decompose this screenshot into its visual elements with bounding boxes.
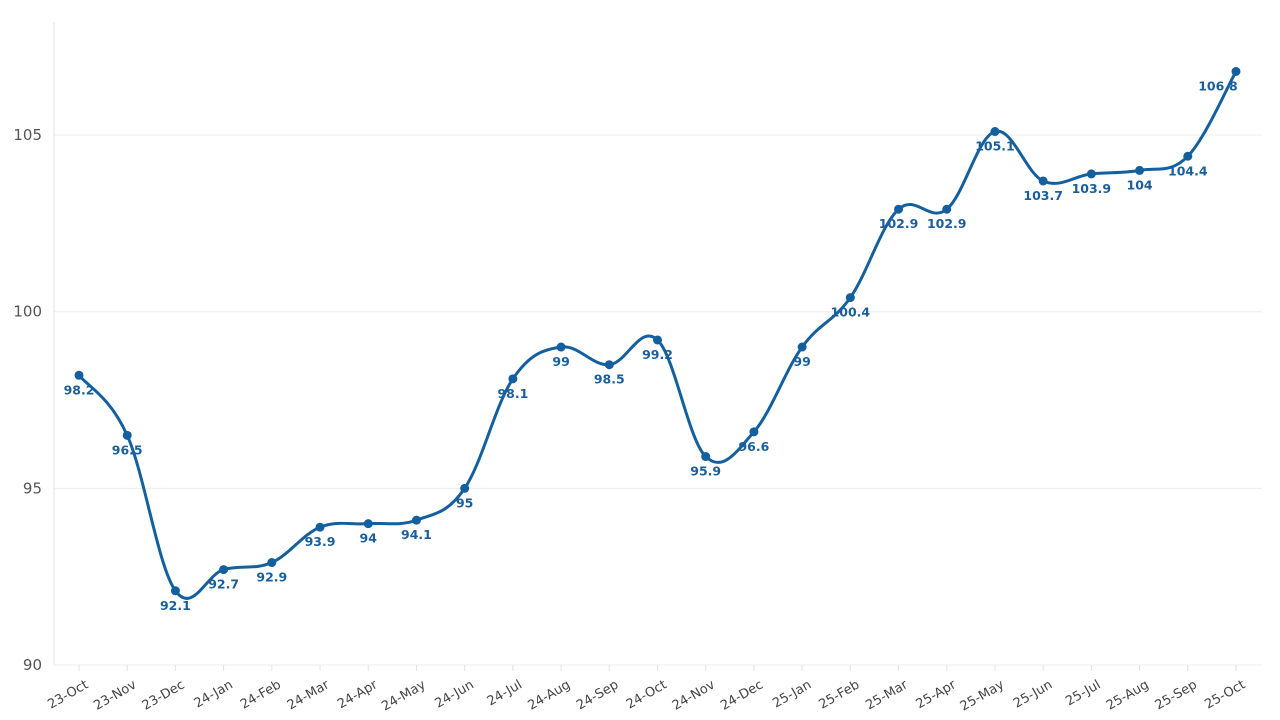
x-tick-label: 24-Aug bbox=[525, 677, 573, 713]
data-point bbox=[990, 127, 1000, 137]
data-point bbox=[749, 427, 759, 437]
data-label: 94 bbox=[360, 531, 378, 546]
data-label: 95.9 bbox=[690, 464, 721, 479]
x-tick-label: 24-Nov bbox=[670, 677, 718, 713]
data-point bbox=[74, 370, 84, 380]
x-tick-label: 25-Feb bbox=[817, 677, 863, 712]
y-tick-label: 100 bbox=[13, 303, 42, 321]
x-tick-label: 23-Dec bbox=[140, 677, 188, 713]
data-point bbox=[797, 342, 807, 352]
y-tick-label: 90 bbox=[23, 656, 42, 674]
y-tick-label: 105 bbox=[13, 126, 42, 144]
x-tick-label: 24-Jul bbox=[485, 677, 525, 709]
data-label: 93.9 bbox=[305, 534, 336, 549]
x-tick-label: 24-Dec bbox=[718, 677, 766, 713]
data-point bbox=[701, 452, 711, 462]
x-tick-label: 25-Jan bbox=[770, 677, 814, 711]
series-line bbox=[77, 70, 1238, 600]
data-label: 92.7 bbox=[208, 577, 239, 592]
data-point bbox=[1231, 66, 1241, 76]
data-point bbox=[1086, 169, 1096, 179]
data-point bbox=[942, 204, 952, 214]
data-label: 104 bbox=[1127, 177, 1153, 192]
data-point bbox=[1038, 176, 1048, 186]
data-label: 103.9 bbox=[1072, 181, 1112, 196]
x-tick-label: 24-Jun bbox=[433, 677, 477, 711]
data-point bbox=[170, 586, 180, 596]
x-tick-label: 24-Mar bbox=[285, 677, 333, 713]
data-label: 94.1 bbox=[401, 527, 432, 542]
data-point bbox=[460, 483, 470, 493]
data-label: 98.1 bbox=[497, 386, 528, 401]
data-label: 100.4 bbox=[831, 305, 871, 320]
data-label: 102.9 bbox=[927, 216, 967, 231]
data-point bbox=[219, 565, 229, 575]
data-label: 96.5 bbox=[112, 442, 143, 457]
data-point bbox=[1183, 151, 1193, 161]
x-tick-label: 25-Sep bbox=[1153, 677, 1200, 713]
data-point bbox=[604, 360, 614, 370]
data-label: 106.8 bbox=[1198, 78, 1238, 93]
x-tick-label: 25-Aug bbox=[1104, 677, 1152, 713]
data-label: 104.4 bbox=[1168, 163, 1208, 178]
data-point bbox=[267, 558, 277, 568]
y-tick-label: 95 bbox=[23, 479, 42, 497]
data-point bbox=[653, 335, 662, 345]
x-tick-label: 25-Mar bbox=[863, 677, 911, 713]
data-label: 99 bbox=[793, 354, 810, 369]
x-tick-label: 24-Apr bbox=[335, 677, 381, 712]
x-tick-label: 23-Nov bbox=[91, 677, 139, 713]
data-label: 99 bbox=[552, 354, 569, 369]
data-label: 99.2 bbox=[642, 347, 673, 362]
x-tick-label: 24-Feb bbox=[238, 677, 284, 712]
data-label: 98.2 bbox=[64, 382, 95, 397]
x-tick-label: 25-May bbox=[958, 677, 1007, 714]
x-tick-label: 25-Apr bbox=[914, 677, 960, 712]
x-tick-label: 25-Jun bbox=[1011, 677, 1055, 711]
data-label: 95 bbox=[456, 495, 473, 510]
data-point bbox=[894, 204, 904, 214]
x-tick-label: 24-May bbox=[379, 677, 428, 714]
x-tick-label: 24-Oct bbox=[624, 677, 670, 712]
data-label: 103.7 bbox=[1023, 188, 1063, 203]
x-tick-label: 23-Oct bbox=[45, 677, 91, 712]
data-point bbox=[845, 293, 855, 303]
data-point bbox=[556, 342, 566, 352]
data-label: 102.9 bbox=[879, 216, 919, 231]
data-point bbox=[122, 430, 132, 440]
data-label: 92.9 bbox=[256, 570, 287, 585]
x-tick-label: 24-Sep bbox=[574, 677, 621, 713]
data-point bbox=[363, 519, 373, 529]
x-tick-label: 25-Jul bbox=[1063, 677, 1103, 709]
data-label: 96.6 bbox=[738, 439, 769, 454]
data-point bbox=[1135, 165, 1145, 175]
data-label: 105.1 bbox=[975, 139, 1015, 154]
x-tick-label: 24-Jan bbox=[192, 677, 236, 711]
data-label: 98.5 bbox=[594, 372, 625, 387]
data-point bbox=[315, 522, 325, 532]
data-point bbox=[411, 515, 421, 525]
data-point bbox=[508, 374, 518, 384]
data-label: 92.1 bbox=[160, 598, 191, 613]
x-tick-label: 25-Oct bbox=[1202, 677, 1248, 712]
